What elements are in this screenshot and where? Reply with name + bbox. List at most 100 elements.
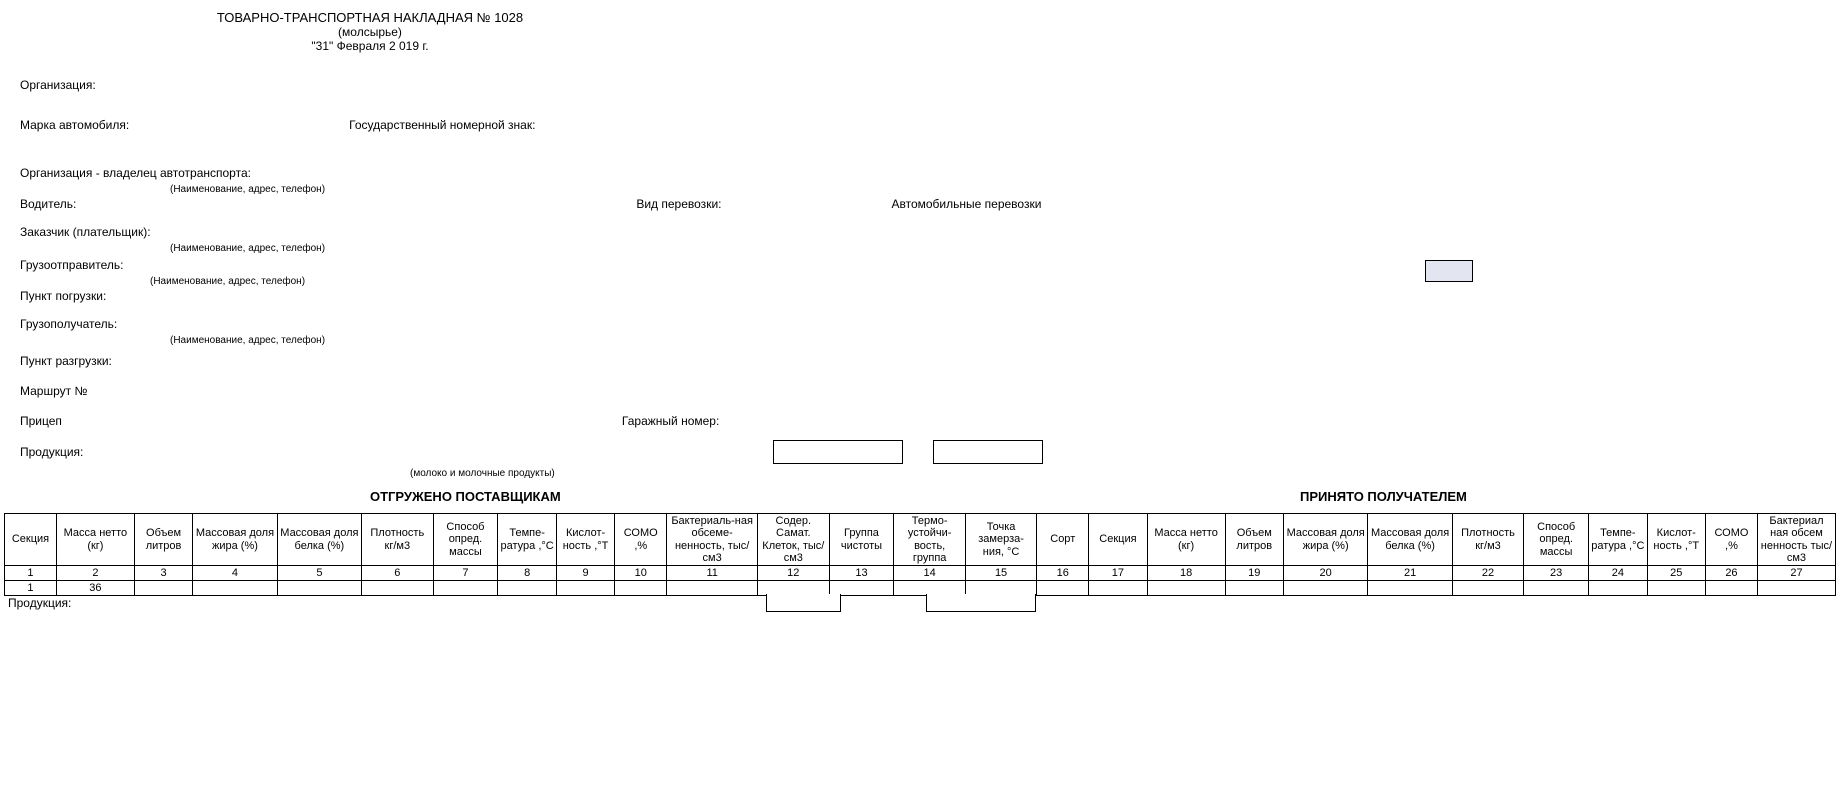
col-header: Темпе-ратура ,°C	[1589, 514, 1647, 566]
transport-type-value: Автомобильные перевозки	[891, 197, 1041, 211]
driver-label: Водитель:	[20, 197, 76, 211]
col-header: Способ опред. массы	[433, 514, 498, 566]
col-number: 11	[667, 566, 758, 581]
shipper-hint: (Наименование, адрес, телефон)	[150, 276, 1840, 287]
fields-block: Организация: Марка автомобиля: Государст…	[20, 78, 1840, 479]
col-number: 21	[1368, 566, 1452, 581]
cell	[1757, 581, 1835, 596]
col-number: 14	[894, 566, 965, 581]
header-block: ТОВАРНО-ТРАНСПОРТНАЯ НАКЛАДНАЯ № 1028 (м…	[170, 10, 570, 53]
doc-date: "31" Февраля 2 019 г.	[170, 39, 570, 53]
right-heading: ПРИНЯТО ПОЛУЧАТЕЛЕМ	[1300, 489, 1467, 504]
trailer-label: Прицеп	[20, 414, 62, 428]
cell	[277, 581, 361, 596]
organization-label: Организация:	[20, 78, 96, 92]
cell	[1225, 581, 1283, 596]
cell	[1368, 581, 1452, 596]
col-number: 12	[758, 566, 829, 581]
col-number: 7	[433, 566, 498, 581]
cell	[1283, 581, 1367, 596]
col-number: 20	[1283, 566, 1367, 581]
col-header: Массовая доля белка (%)	[1368, 514, 1452, 566]
table-row: 136	[5, 581, 1836, 596]
footer-row: Продукция:	[0, 596, 1840, 610]
shipper-label: Грузоотправитель:	[20, 258, 123, 272]
cell: 36	[56, 581, 134, 596]
left-heading: ОТГРУЖЕНО ПОСТАВЩИКАМ	[370, 489, 561, 504]
col-number: 18	[1147, 566, 1225, 581]
doc-subtitle: (молсырье)	[170, 25, 570, 39]
col-header: Массовая доля жира (%)	[1283, 514, 1367, 566]
cell	[134, 581, 192, 596]
doc-title: ТОВАРНО-ТРАНСПОРТНАЯ НАКЛАДНАЯ № 1028	[170, 10, 570, 25]
product-box-1[interactable]	[773, 440, 903, 464]
unloading-point-label: Пункт разгрузки:	[20, 354, 112, 368]
cell	[1647, 581, 1705, 596]
col-header: СОМО ,%	[1705, 514, 1757, 566]
consignee-hint: (Наименование, адрес, телефон)	[170, 335, 1840, 346]
cell	[1524, 581, 1589, 596]
col-header: Объем литров	[134, 514, 192, 566]
col-number: 6	[362, 566, 433, 581]
footer-product-label: Продукция:	[8, 596, 71, 610]
col-header: Секция	[1089, 514, 1147, 566]
owner-hint: (Наименование, адрес, телефон)	[170, 184, 1840, 195]
customer-label: Заказчик (плательщик):	[20, 225, 151, 239]
col-number: 5	[277, 566, 361, 581]
cell	[1089, 581, 1147, 596]
col-header: Плотность кг/м3	[1452, 514, 1523, 566]
col-number: 1	[5, 566, 57, 581]
col-header: Бактериаль-ная обсеме-ненность, тыс/см3	[667, 514, 758, 566]
col-header: Термо-устойчи-вость, группа	[894, 514, 965, 566]
col-header: Темпе-ратура ,°C	[498, 514, 556, 566]
car-brand-label: Марка автомобиля:	[20, 118, 129, 132]
col-header: Масса нетто (кг)	[1147, 514, 1225, 566]
col-header: Массовая доля жира (%)	[193, 514, 277, 566]
cell	[362, 581, 433, 596]
col-header: Кислот-ность ,°T	[1647, 514, 1705, 566]
col-header: Секция	[5, 514, 57, 566]
col-number: 19	[1225, 566, 1283, 581]
cell	[498, 581, 556, 596]
col-header: Способ опред. массы	[1524, 514, 1589, 566]
col-number: 26	[1705, 566, 1757, 581]
cell	[1147, 581, 1225, 596]
col-header: Плотность кг/м3	[362, 514, 433, 566]
product-box-2[interactable]	[933, 440, 1043, 464]
footer-box-1	[766, 594, 841, 612]
product-label: Продукция:	[20, 445, 83, 459]
col-header: СОМО ,%	[615, 514, 667, 566]
owner-label: Организация - владелец автотранспорта:	[20, 166, 251, 180]
col-header: Массовая доля белка (%)	[277, 514, 361, 566]
transport-type-label: Вид перевозки:	[636, 197, 721, 211]
cell	[433, 581, 498, 596]
cell: 1	[5, 581, 57, 596]
garage-label: Гаражный номер:	[622, 414, 719, 428]
col-number: 8	[498, 566, 556, 581]
customer-hint: (Наименование, адрес, телефон)	[170, 243, 1840, 254]
col-number: 27	[1757, 566, 1835, 581]
table-header-row: СекцияМасса нетто (кг)Объем литровМассов…	[5, 514, 1836, 566]
loading-point-label: Пункт погрузки:	[20, 289, 106, 303]
cell	[193, 581, 277, 596]
data-table: СекцияМасса нетто (кг)Объем литровМассов…	[4, 513, 1836, 596]
table-number-row: 1234567891011121314151617181920212223242…	[5, 566, 1836, 581]
col-number: 24	[1589, 566, 1647, 581]
cell	[1705, 581, 1757, 596]
data-table-wrap: СекцияМасса нетто (кг)Объем литровМассов…	[0, 513, 1840, 596]
col-number: 3	[134, 566, 192, 581]
col-number: 13	[829, 566, 894, 581]
col-header: Масса нетто (кг)	[56, 514, 134, 566]
col-header: Объем литров	[1225, 514, 1283, 566]
col-number: 22	[1452, 566, 1523, 581]
col-number: 16	[1037, 566, 1089, 581]
col-number: 4	[193, 566, 277, 581]
consignee-label: Грузополучатель:	[20, 317, 117, 331]
cell	[615, 581, 667, 596]
col-number: 17	[1089, 566, 1147, 581]
col-number: 10	[615, 566, 667, 581]
col-number: 23	[1524, 566, 1589, 581]
col-number: 2	[56, 566, 134, 581]
product-hint: (молоко и молочные продукты)	[410, 468, 1840, 479]
col-header: Содер. Самат. Клеток, тыс/см3	[758, 514, 829, 566]
